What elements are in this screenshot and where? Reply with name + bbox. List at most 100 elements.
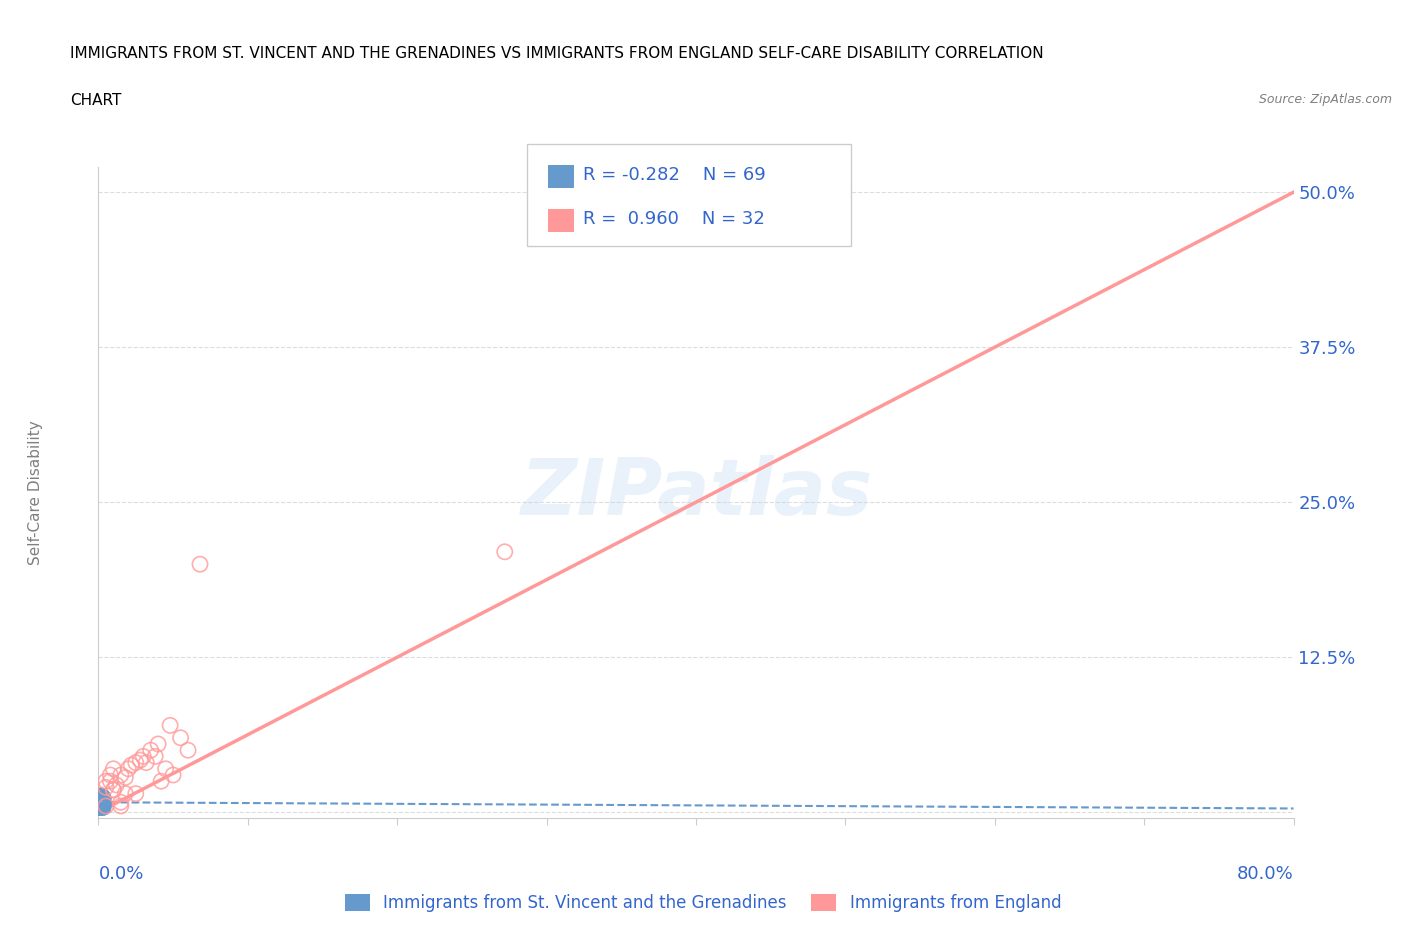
Point — [90, 793, 112, 808]
Point — [91, 796, 114, 811]
Point — [90, 795, 112, 810]
Point — [89, 792, 111, 807]
Legend: Immigrants from St. Vincent and the Grenadines, Immigrants from England: Immigrants from St. Vincent and the Gren… — [344, 895, 1062, 912]
Point — [90, 796, 112, 811]
Point — [159, 718, 181, 733]
Point — [90, 795, 112, 810]
Point — [90, 793, 112, 808]
Point — [90, 799, 112, 814]
Point — [494, 544, 516, 559]
Point — [91, 797, 114, 812]
Point — [89, 792, 111, 807]
Point — [91, 797, 114, 812]
Point — [90, 796, 112, 811]
Point — [89, 793, 111, 808]
Point — [89, 789, 111, 804]
Point — [89, 796, 111, 811]
Point — [91, 791, 114, 806]
Point — [110, 795, 132, 810]
Point — [89, 796, 111, 811]
Point — [91, 792, 114, 807]
Point — [155, 762, 177, 777]
Point — [89, 792, 111, 807]
Point — [89, 796, 111, 811]
Point — [89, 797, 111, 812]
Point — [90, 792, 112, 807]
Point — [150, 774, 173, 789]
Point — [90, 799, 112, 814]
Point — [89, 799, 111, 814]
Point — [89, 800, 111, 815]
Point — [129, 752, 152, 767]
Point — [91, 793, 114, 808]
Point — [94, 774, 117, 789]
Point — [89, 790, 111, 804]
Point — [89, 795, 111, 810]
Text: Self-Care Disability: Self-Care Disability — [28, 420, 42, 565]
Point — [90, 797, 112, 812]
Point — [103, 762, 125, 777]
Point — [188, 557, 211, 572]
Point — [90, 799, 112, 814]
Point — [89, 800, 111, 815]
Point — [139, 743, 162, 758]
Point — [89, 793, 111, 808]
Point — [90, 789, 112, 804]
Point — [90, 799, 112, 814]
Point — [89, 799, 111, 814]
Point — [90, 797, 112, 812]
Point — [91, 790, 114, 804]
Point — [103, 782, 125, 797]
Point — [91, 797, 114, 812]
Point — [89, 795, 111, 810]
Point — [98, 767, 122, 782]
Point — [90, 791, 112, 806]
Point — [114, 770, 136, 785]
Point — [89, 795, 111, 810]
Text: 80.0%: 80.0% — [1237, 865, 1294, 884]
Point — [91, 800, 114, 815]
Point — [103, 782, 125, 797]
Point — [132, 749, 155, 764]
Point — [89, 796, 111, 811]
Point — [89, 797, 111, 812]
Point — [91, 800, 114, 815]
Point — [89, 800, 111, 815]
Point — [90, 799, 112, 814]
Point — [177, 743, 200, 758]
Point — [105, 777, 128, 792]
Point — [90, 799, 112, 814]
Point — [91, 797, 114, 812]
Text: R = -0.282    N = 69: R = -0.282 N = 69 — [583, 166, 766, 184]
Point — [90, 797, 112, 812]
Point — [91, 800, 114, 815]
Point — [125, 755, 148, 770]
Point — [90, 791, 112, 806]
Point — [94, 780, 117, 795]
Point — [90, 792, 112, 807]
Point — [90, 796, 112, 811]
Text: Source: ZipAtlas.com: Source: ZipAtlas.com — [1258, 93, 1392, 106]
Point — [89, 795, 111, 810]
Point — [110, 767, 132, 782]
Point — [90, 793, 112, 808]
Point — [110, 799, 132, 814]
Point — [148, 737, 170, 751]
Text: IMMIGRANTS FROM ST. VINCENT AND THE GRENADINES VS IMMIGRANTS FROM ENGLAND SELF-C: IMMIGRANTS FROM ST. VINCENT AND THE GREN… — [70, 46, 1043, 61]
Point — [114, 786, 136, 801]
Point — [135, 755, 157, 770]
Point — [89, 795, 111, 810]
Point — [94, 799, 117, 814]
Point — [89, 791, 111, 806]
Text: ZIPatlas: ZIPatlas — [520, 455, 872, 531]
Point — [89, 791, 111, 806]
Point — [90, 793, 112, 808]
Point — [169, 730, 191, 745]
Point — [98, 774, 122, 789]
Point — [89, 795, 111, 810]
Point — [125, 786, 148, 801]
Point — [90, 789, 112, 804]
Point — [89, 800, 111, 815]
Point — [162, 767, 184, 782]
Point — [89, 790, 111, 804]
